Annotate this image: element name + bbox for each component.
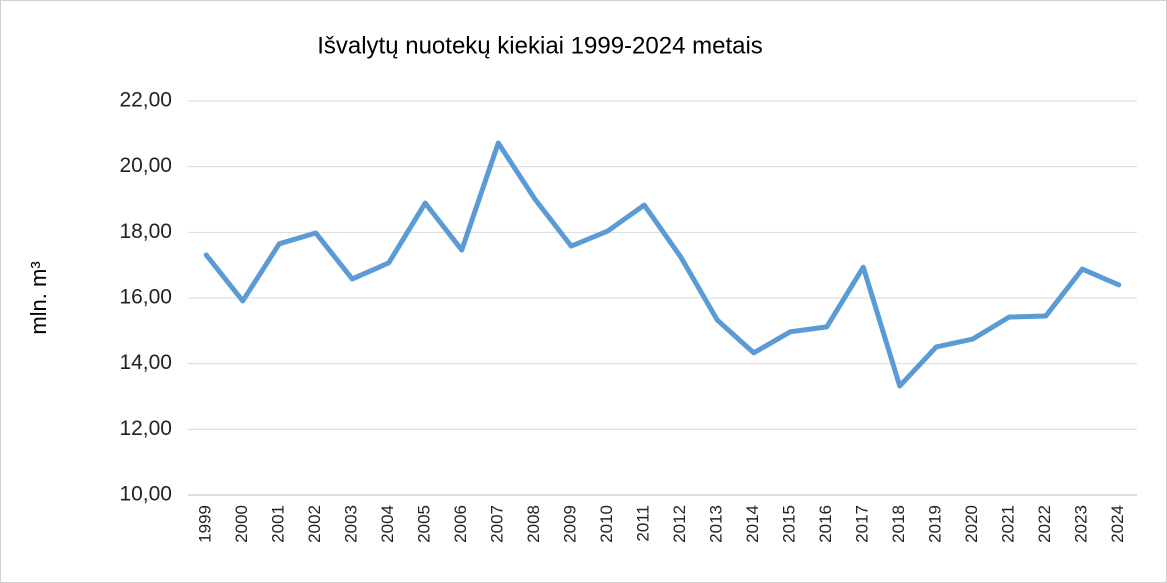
x-tick-label: 2023: [1072, 505, 1091, 543]
y-tick-label: 10,00: [119, 483, 172, 506]
x-tick-label: 2001: [269, 505, 288, 543]
x-tick-label: 2010: [597, 505, 616, 543]
x-tick-label: 2009: [561, 505, 580, 543]
y-axis-label: mln. m³: [26, 261, 51, 334]
y-tick-label: 22,00: [119, 89, 172, 112]
chart-title: Išvalytų nuotekų kiekiai 1999-2024 metai…: [317, 32, 763, 59]
y-tick-label: 18,00: [119, 220, 172, 243]
x-tick-label: 2003: [342, 505, 361, 543]
y-tick-label: 16,00: [119, 286, 172, 309]
x-tick-label: 2024: [1108, 505, 1127, 543]
x-tick-label: 1999: [196, 505, 215, 543]
x-tick-label: 2018: [889, 505, 908, 543]
x-tick-label: 2004: [378, 505, 397, 543]
line-series: [203, 140, 1122, 389]
x-tick-label: 2019: [926, 505, 945, 543]
x-tick-label: 2006: [451, 505, 470, 543]
x-tick-label: 2017: [853, 505, 872, 543]
x-tick-label: 2013: [707, 505, 726, 543]
x-tick-label: 2014: [743, 505, 762, 543]
x-tick-label: 2016: [816, 505, 835, 543]
y-tick-label: 12,00: [119, 417, 172, 440]
x-tick-label: 2021: [999, 505, 1018, 543]
x-tick-label: 2000: [232, 505, 251, 543]
x-tick-label: 2007: [488, 505, 507, 543]
x-tick-label: 2012: [670, 505, 689, 543]
x-tick-label: 2002: [305, 505, 324, 543]
y-tick-label: 20,00: [119, 154, 172, 177]
y-tick-label: 14,00: [119, 351, 172, 374]
x-tick-label: 2015: [780, 505, 799, 543]
x-tick-label: 2020: [962, 505, 981, 543]
x-tick-label: 2005: [415, 505, 434, 543]
x-tick-label: 2011: [634, 505, 653, 542]
x-tick-label: 2008: [524, 505, 543, 543]
x-tick-label: 2022: [1035, 505, 1054, 543]
